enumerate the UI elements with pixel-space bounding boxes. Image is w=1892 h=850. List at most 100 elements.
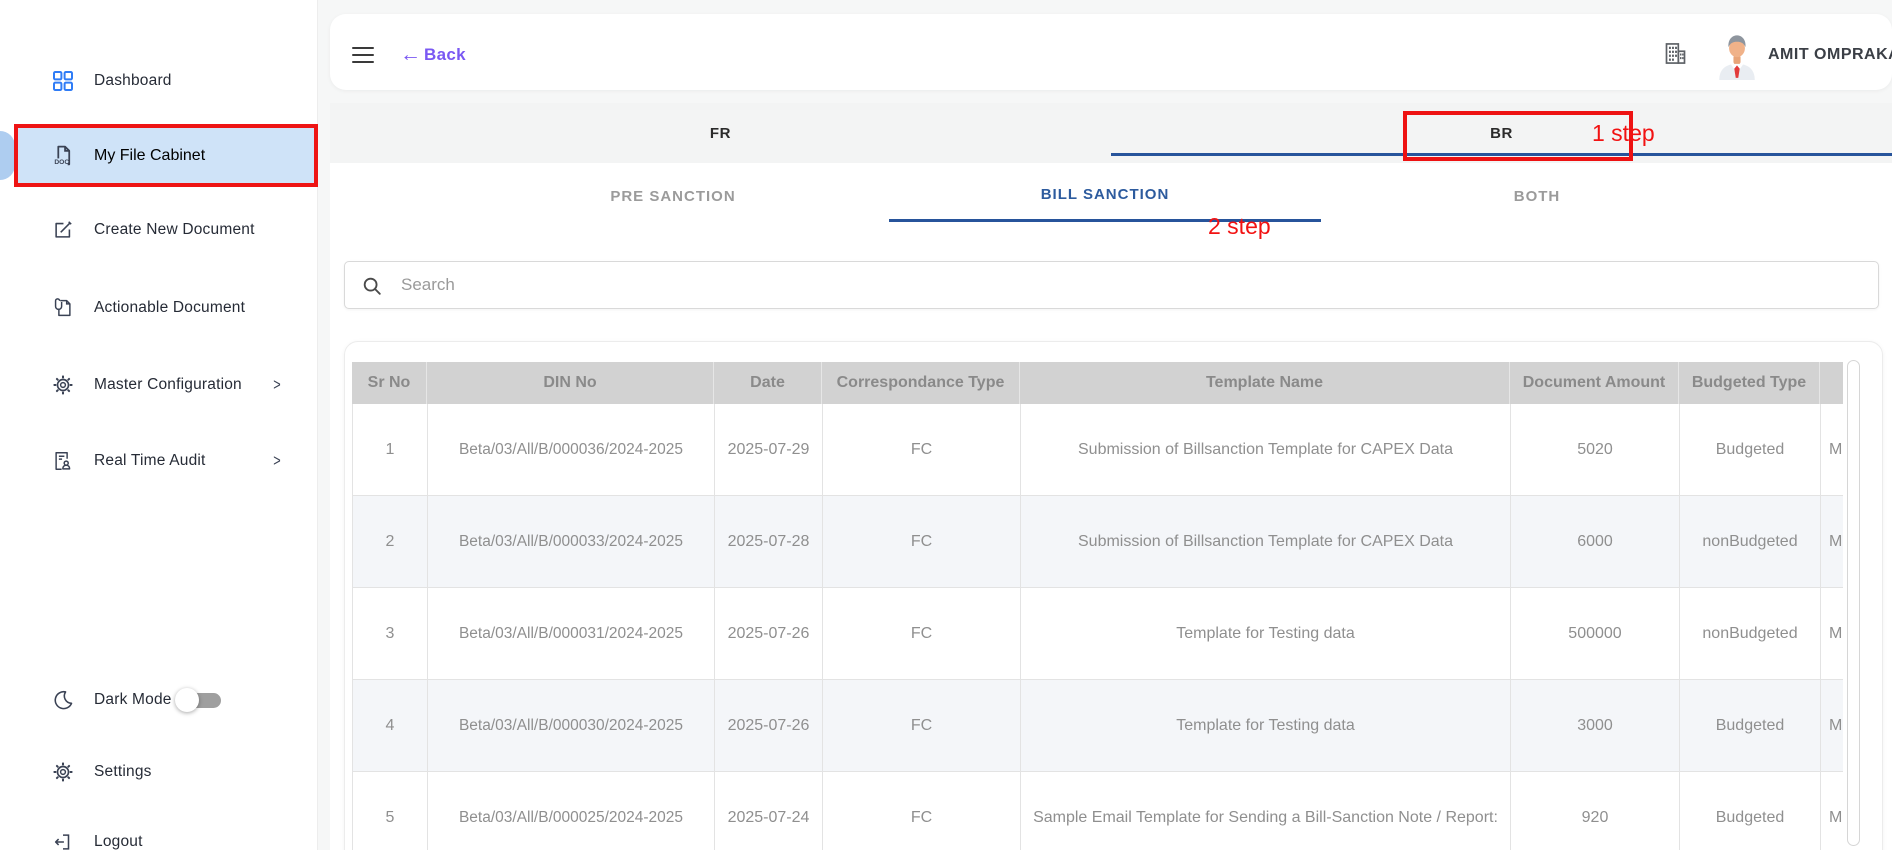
cell-clipped: M [1829, 440, 1843, 458]
edit-square-icon [50, 217, 76, 243]
paperclip-document-icon [50, 295, 76, 321]
cell-din-no: Beta/03/All/B/000031/2024-2025 [428, 588, 715, 679]
dark-mode-toggle[interactable] [175, 687, 223, 713]
cell-document-amount: 3000 [1511, 680, 1680, 771]
annotation-box-br-tab [1403, 111, 1633, 161]
sidebar-item-dashboard[interactable]: Dashboard [0, 58, 318, 104]
cell-template-name: Submission of Billsanction Template for … [1021, 496, 1511, 587]
tab-br-label: BR [1490, 124, 1513, 142]
annotation-step-1: 1 step [1592, 120, 1655, 146]
cell-correspondance-type: FC [823, 772, 1021, 850]
tab-bill-sanction-label: BILL SANCTION [1040, 186, 1170, 203]
tab-pre-sanction[interactable]: PRE SANCTION [457, 170, 889, 222]
cell-correspondance-type: FC [823, 404, 1021, 495]
tab-both[interactable]: BOTH [1321, 170, 1753, 222]
cell-sr-no: 4 [353, 680, 428, 771]
cell-clipped: M [1829, 624, 1843, 642]
cell-date: 2025-07-24 [715, 772, 823, 850]
search-bar [344, 261, 1879, 309]
toggle-knob [175, 688, 199, 712]
sidebar-item-master-configuration[interactable]: Master Configuration > [0, 362, 318, 408]
cell-sr-no: 5 [353, 772, 428, 850]
sidebar-item-label: Create New Document [94, 221, 255, 238]
sidebar-item-my-file-cabinet[interactable]: DOC My File Cabinet [14, 124, 318, 187]
column-header-clipped [1820, 362, 1843, 404]
cell-sr-no: 2 [353, 496, 428, 587]
tab-both-label: BOTH [1513, 187, 1561, 205]
table-row[interactable]: 5 Beta/03/All/B/000025/2024-2025 2025-07… [352, 772, 1843, 850]
back-arrow-icon: ← [400, 43, 421, 66]
table-vertical-scrollbar[interactable] [1847, 360, 1860, 846]
cell-date: 2025-07-26 [715, 680, 823, 771]
cell-budgeted-type: nonBudgeted [1680, 496, 1821, 587]
user-name[interactable]: AMIT OMPRAKA [1768, 46, 1892, 63]
top-header-bar [330, 14, 1892, 90]
cell-din-no: Beta/03/All/B/000030/2024-2025 [428, 680, 715, 771]
sidebar-item-logout[interactable]: Logout [0, 819, 318, 850]
cell-date: 2025-07-26 [715, 588, 823, 679]
user-avatar[interactable] [1714, 32, 1760, 85]
dark-mode-row: Dark Mode [0, 677, 318, 723]
cell-sr-no: 3 [353, 588, 428, 679]
back-button[interactable]: ← Back [400, 44, 466, 65]
cell-budgeted-type: Budgeted [1680, 772, 1821, 850]
sidebar-item-label: Master Configuration [94, 376, 242, 393]
search-input[interactable] [401, 262, 1871, 308]
sidebar-item-label: Actionable Document [94, 299, 246, 316]
cell-document-amount: 500000 [1511, 588, 1680, 679]
cell-din-no: Beta/03/All/B/000025/2024-2025 [428, 772, 715, 850]
tab-br[interactable]: BR [1111, 103, 1892, 163]
table-header-row: Sr No DIN No Date Correspondance Type Te… [352, 362, 1843, 404]
column-header-date: Date [714, 362, 822, 404]
cell-budgeted-type: Budgeted [1680, 404, 1821, 495]
cell-template-name: Template for Testing data [1021, 680, 1511, 771]
cell-template-name: Template for Testing data [1021, 588, 1511, 679]
sidebar-item-label: Dashboard [94, 72, 172, 89]
audit-document-icon [50, 448, 76, 474]
cell-budgeted-type: Budgeted [1680, 680, 1821, 771]
cell-clipped: M [1829, 808, 1843, 826]
logout-icon [50, 829, 76, 850]
cell-correspondance-type: FC [823, 588, 1021, 679]
cell-document-amount: 920 [1511, 772, 1680, 850]
chevron-right-icon: > [273, 375, 281, 394]
organization-building-icon[interactable] [1662, 40, 1689, 72]
table-row[interactable]: 4 Beta/03/All/B/000030/2024-2025 2025-07… [352, 680, 1843, 772]
sidebar-item-actionable-document[interactable]: Actionable Document [0, 285, 318, 331]
cell-clipped: M [1829, 532, 1843, 550]
sidebar-item-label: My File Cabinet [94, 146, 206, 164]
sidebar-item-create-new-document[interactable]: Create New Document [0, 207, 318, 253]
column-header-sr-no: Sr No [352, 362, 427, 404]
cell-date: 2025-07-28 [715, 496, 823, 587]
table-row[interactable]: 2 Beta/03/All/B/000033/2024-2025 2025-07… [352, 496, 1843, 588]
sidebar-item-real-time-audit[interactable]: Real Time Audit > [0, 438, 318, 484]
cell-din-no: Beta/03/All/B/000036/2024-2025 [428, 404, 715, 495]
cell-document-amount: 6000 [1511, 496, 1680, 587]
primary-tab-strip: FR BR [330, 103, 1892, 163]
sidebar-item-label: Real Time Audit [94, 452, 206, 469]
tab-pre-sanction-label: PRE SANCTION [610, 187, 736, 205]
cell-template-name: Submission of Billsanction Template for … [1021, 404, 1511, 495]
cell-budgeted-type: nonBudgeted [1680, 588, 1821, 679]
hamburger-menu-icon[interactable] [352, 47, 374, 64]
table-row[interactable]: 3 Beta/03/All/B/000031/2024-2025 2025-07… [352, 588, 1843, 680]
cell-correspondance-type: FC [823, 680, 1021, 771]
secondary-tab-strip: PRE SANCTION BILL SANCTION BOTH [457, 170, 1753, 222]
tab-bill-sanction[interactable]: BILL SANCTION [889, 170, 1321, 222]
cell-document-amount: 5020 [1511, 404, 1680, 495]
tab-fr[interactable]: FR [330, 103, 1111, 163]
annotation-step-2: 2 step [1208, 213, 1271, 239]
column-header-correspondance-type: Correspondance Type [822, 362, 1020, 404]
cell-din-no: Beta/03/All/B/000033/2024-2025 [428, 496, 715, 587]
sidebar-item-settings[interactable]: Settings [0, 749, 318, 795]
sidebar: Dashboard DOC My File Cabinet Cr [0, 0, 318, 850]
search-icon [361, 275, 383, 302]
cell-sr-no: 1 [353, 404, 428, 495]
sidebar-item-label: Settings [94, 763, 152, 780]
dashboard-grid-icon [50, 68, 76, 94]
table-row[interactable]: 1 Beta/03/All/B/000036/2024-2025 2025-07… [352, 404, 1843, 496]
dark-mode-label: Dark Mode [94, 691, 172, 708]
gear-icon [50, 372, 76, 398]
gear-icon [50, 759, 76, 785]
